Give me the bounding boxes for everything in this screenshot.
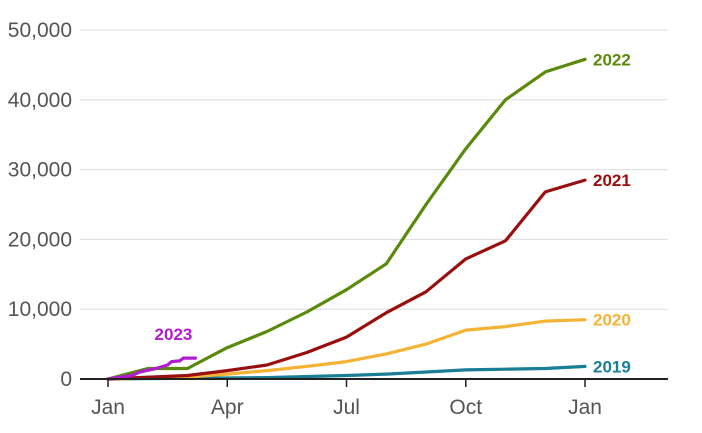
y-tick-label: 50,000 (8, 19, 72, 42)
series-labels: 2019 2020 2021 2022 2023 (155, 50, 631, 376)
series-label-2021: 2021 (593, 171, 631, 190)
x-axis (80, 378, 668, 387)
series-label-2022: 2022 (593, 50, 631, 69)
y-tick-label: 30,000 (8, 159, 72, 182)
y-tick-label: 20,000 (8, 228, 72, 251)
gridlines (80, 29, 668, 310)
x-tick-label: Oct (449, 396, 482, 419)
y-tick-label: 10,000 (8, 298, 72, 321)
y-tick-label: 0 (60, 368, 72, 391)
y-axis-labels: 0 10,000 20,000 30,000 40,000 50,000 (8, 19, 72, 391)
x-tick-label: Jul (333, 396, 360, 419)
y-tick-label: 40,000 (8, 89, 72, 112)
x-axis-labels: Jan Apr Jul Oct Jan (91, 396, 602, 419)
series-label-2019: 2019 (593, 357, 631, 376)
series-line-2021 (106, 178, 587, 381)
series-line-2022 (106, 57, 587, 381)
series-label-2023: 2023 (155, 325, 193, 344)
series-line-2019 (106, 364, 587, 381)
series-line-2023 (106, 356, 197, 381)
series-lines (106, 57, 587, 381)
x-tick-label: Jan (91, 396, 125, 419)
series-label-2020: 2020 (593, 311, 631, 330)
x-tick-label: Jan (568, 396, 602, 419)
x-tick-label: Apr (211, 396, 244, 419)
